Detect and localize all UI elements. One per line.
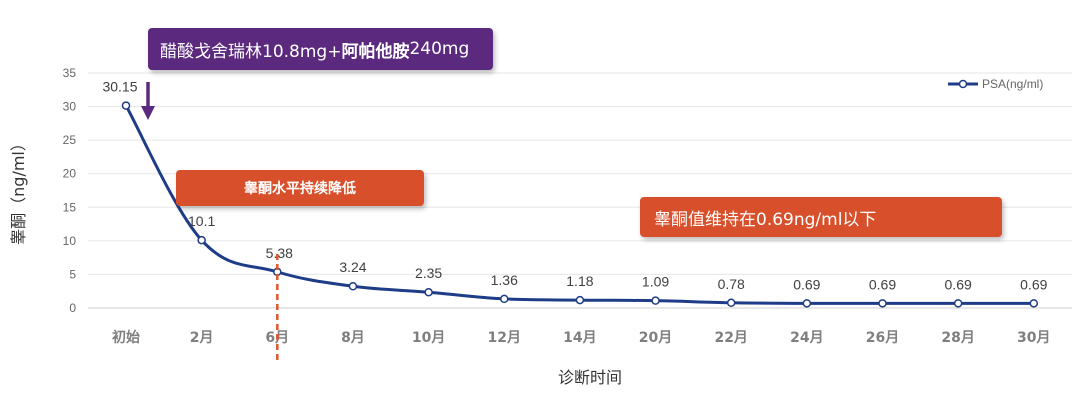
- data-label: 0.69: [793, 276, 820, 292]
- x-tick-label: 30月: [1017, 330, 1050, 346]
- x-tick-label: 12月: [488, 330, 521, 346]
- psa-series: 30.15 10.1 5.38 3.24 2.35 1.36 1.18 1.09 0.78 0.6…: [102, 79, 1048, 308]
- data-label: 10.1: [188, 213, 215, 229]
- y-tick-label: 5: [69, 267, 76, 281]
- data-point: [726, 298, 736, 308]
- y-tick-label: 35: [63, 66, 77, 80]
- x-tick-label: 24月: [790, 330, 823, 346]
- data-point: [121, 101, 131, 110]
- drug-regimen-dose-text: 240mg: [409, 39, 470, 59]
- x-tick-label: 28月: [941, 330, 974, 346]
- x-tick-label: 14月: [563, 330, 596, 346]
- legend-label: PSA(ng/ml): [982, 77, 1043, 91]
- data-point: [348, 281, 358, 291]
- y-tick-label: 20: [63, 167, 77, 181]
- x-axis-title: 诊断时间: [558, 368, 622, 387]
- data-label: 0.69: [945, 276, 972, 292]
- x-tick-label: 初始: [112, 329, 140, 346]
- data-point: [802, 299, 812, 308]
- data-label: 0.69: [1020, 276, 1047, 292]
- data-point: [953, 299, 963, 308]
- testosterone-maintain-callout: 睾酮值维持在0.69ng/ml以下: [640, 197, 1002, 237]
- testosterone-decline-text: 睾酮水平持续降低: [244, 181, 356, 197]
- x-tick-label: 20月: [639, 330, 672, 346]
- y-axis-title: 睾酮（ng/ml）: [9, 135, 28, 245]
- data-label: 5.38: [266, 245, 293, 261]
- legend-marker-swatch: [958, 79, 968, 89]
- x-axis-ticks: 初始2月6月8月10月12月14月20月22月24月26月28月30月: [112, 329, 1051, 346]
- x-tick-label: 8月: [341, 330, 365, 346]
- start-arrow-group: [141, 82, 155, 120]
- data-label: 0.69: [869, 276, 896, 292]
- data-point: [651, 296, 660, 305]
- data-point: [197, 235, 206, 245]
- y-tick-label: 10: [63, 234, 77, 248]
- y-axis-ticks: 0 5 10 15 20 25 30 35: [63, 66, 77, 315]
- y-tick-label: 0: [69, 301, 76, 315]
- start-arrow-head: [141, 106, 155, 120]
- legend: PSA(ng/ml): [948, 77, 1043, 91]
- data-label: 30.15: [102, 79, 137, 95]
- x-tick-label: 22月: [714, 330, 747, 346]
- data-point: [1029, 299, 1039, 308]
- y-tick-label: 15: [63, 200, 77, 214]
- data-point: [878, 299, 887, 308]
- data-label: 1.18: [566, 273, 593, 289]
- data-label: 2.35: [415, 265, 442, 281]
- data-label: 1.09: [642, 274, 669, 290]
- y-tick-label: 25: [63, 133, 77, 147]
- drug-regimen-callout: 醋酸戈舍瑞林10.8mg+ 阿帕他胺 240mg: [148, 28, 493, 70]
- drug-regimen-bold-text: 阿帕他胺: [341, 41, 410, 62]
- testosterone-maintain-text: 睾酮值维持在0.69ng/ml以下: [654, 209, 877, 230]
- x-tick-label: 26月: [866, 330, 899, 346]
- data-label: 0.78: [718, 276, 745, 292]
- data-label: 1.36: [491, 272, 518, 288]
- testosterone-decline-callout: 睾酮水平持续降低: [176, 170, 424, 206]
- x-tick-label: 10月: [412, 330, 445, 346]
- data-label: 3.24: [339, 259, 366, 275]
- data-point: [575, 295, 585, 305]
- x-tick-label: 2月: [190, 330, 214, 346]
- y-tick-label: 30: [63, 100, 77, 114]
- data-point: [424, 287, 433, 297]
- data-point: [500, 294, 509, 304]
- drug-regimen-text: 醋酸戈舍瑞林10.8mg+: [160, 41, 342, 62]
